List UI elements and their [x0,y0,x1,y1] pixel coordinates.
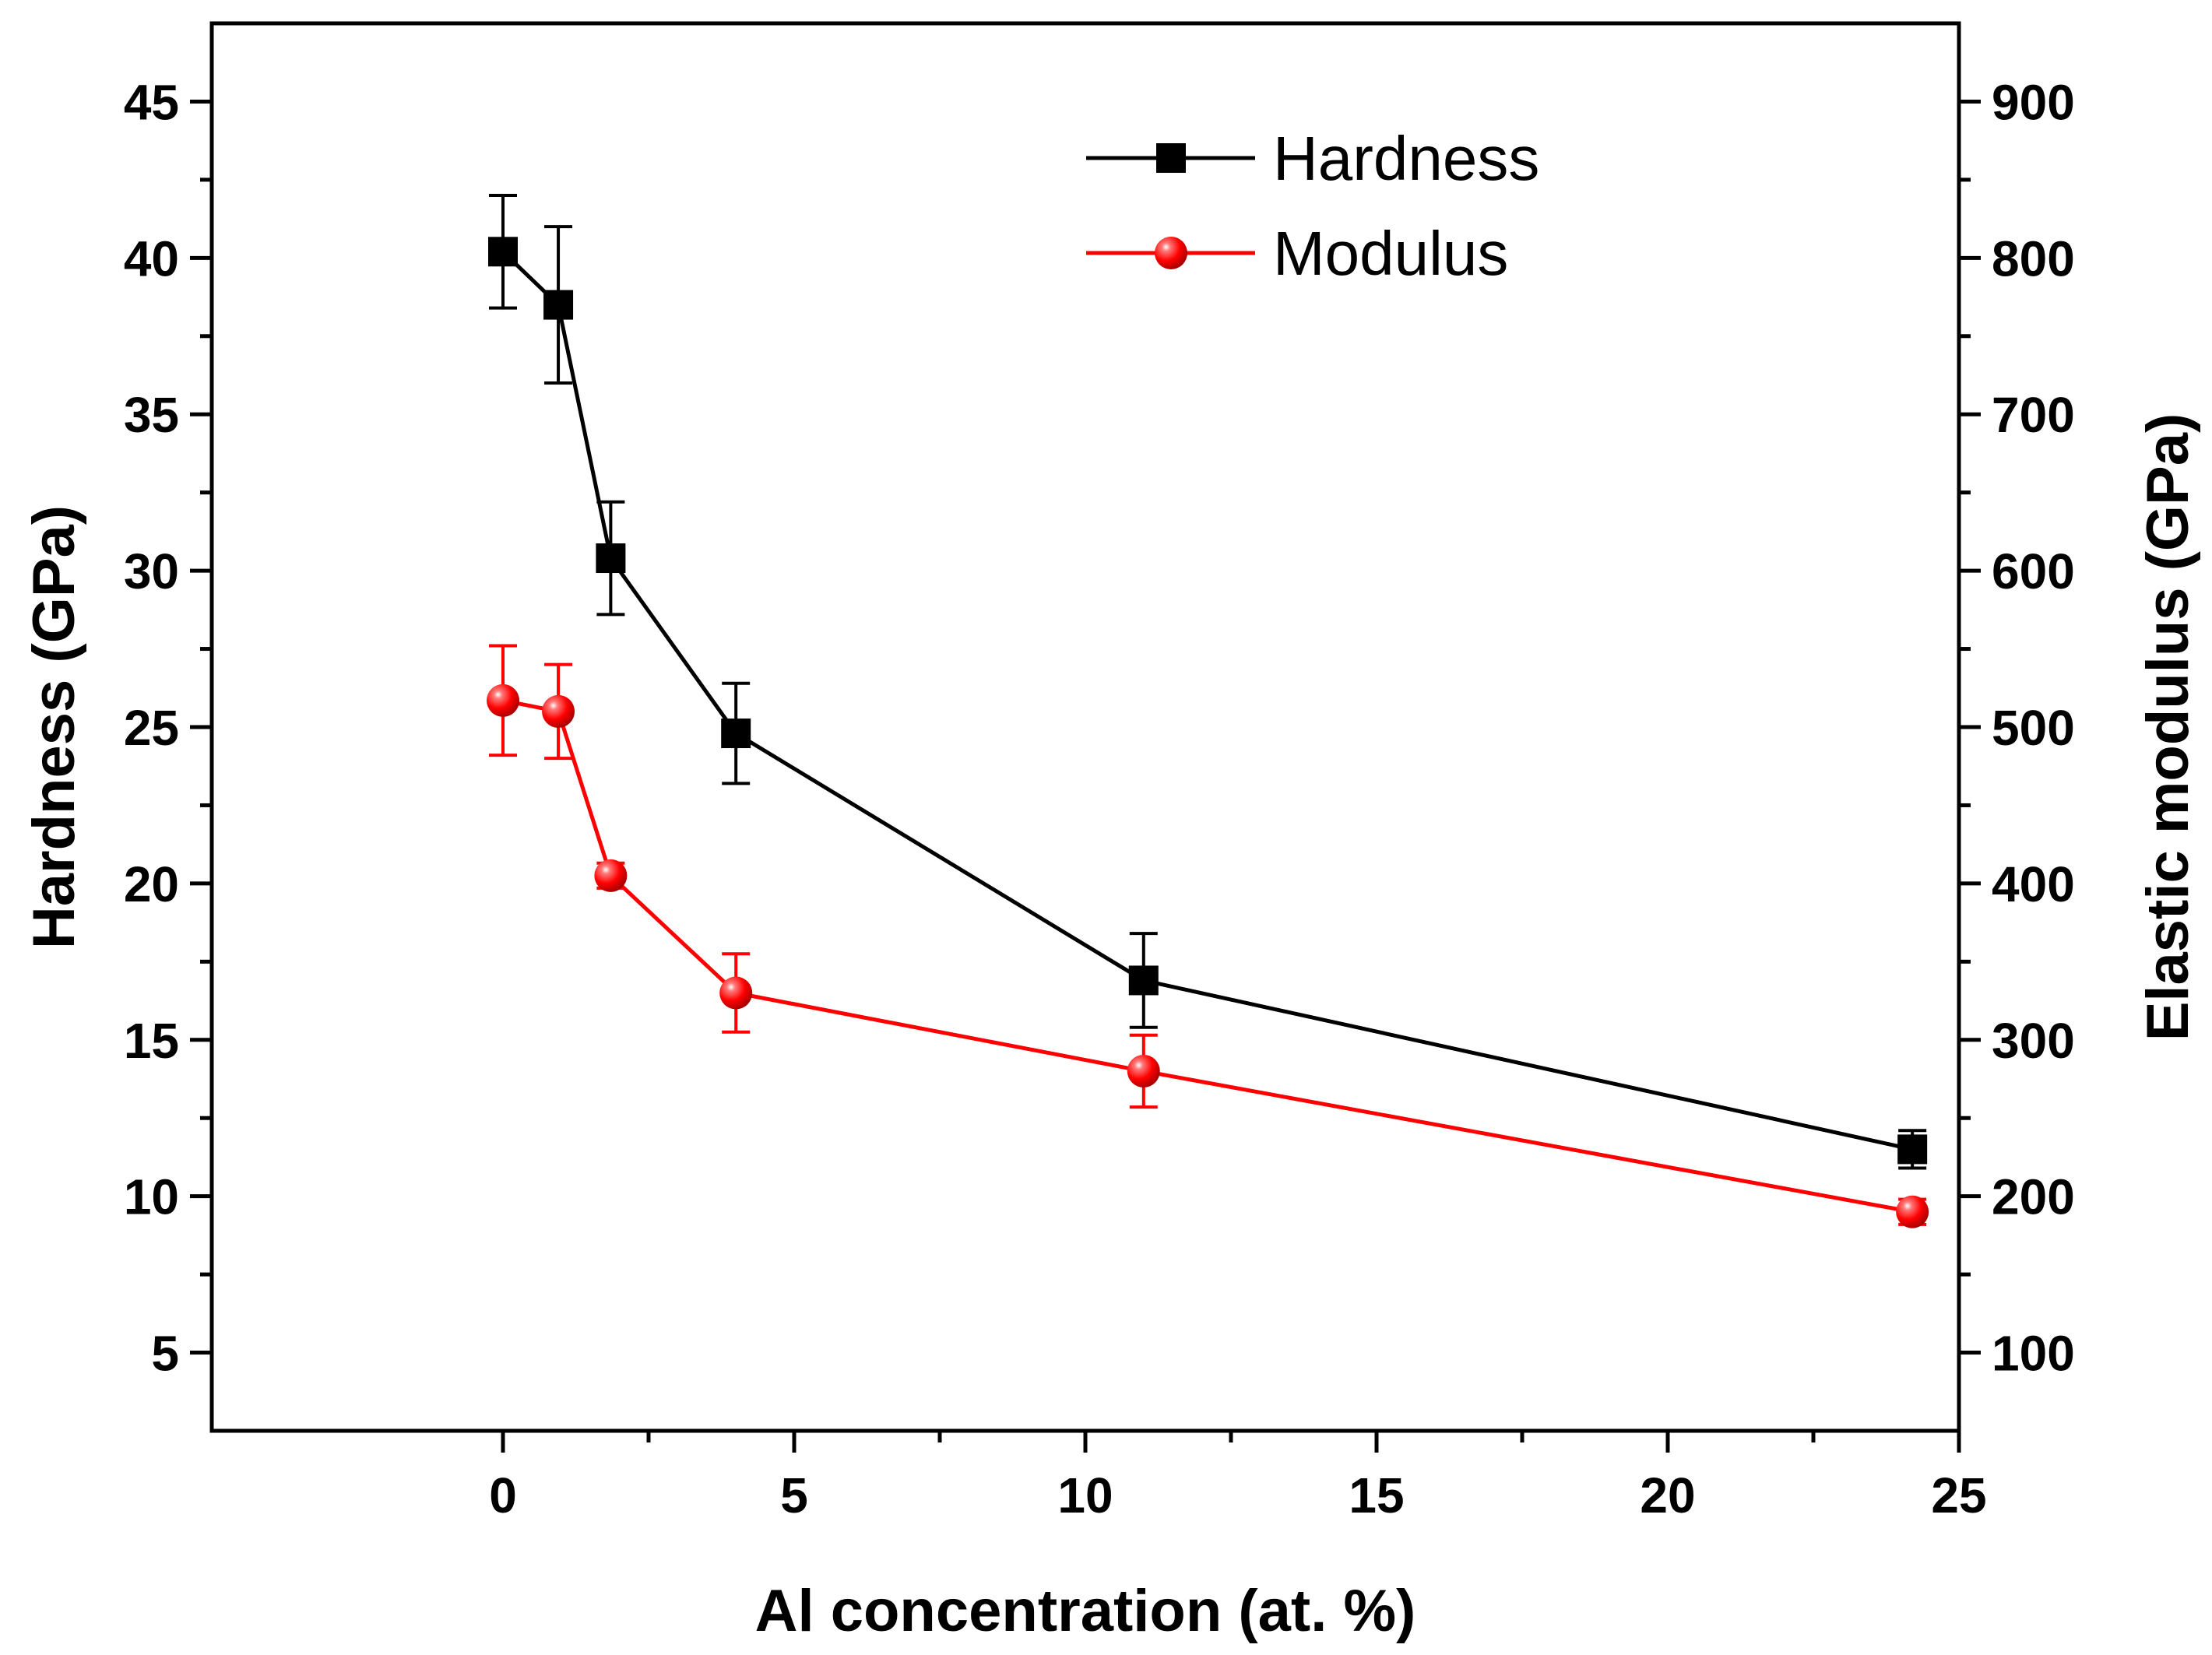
y-left-tick-label: 15 [124,1013,179,1069]
x-axis-title: Al concentration (at. %) [755,1578,1416,1644]
hardness-point [488,237,518,267]
x-tick-label: 25 [1931,1467,1986,1523]
x-tick-label: 0 [489,1467,517,1523]
y-left-tick-label: 45 [124,74,179,130]
y-left-tick-label: 5 [151,1326,179,1382]
y-left-tick-label: 20 [124,856,179,912]
hardness-point [721,719,751,749]
legend-modulus-label: Modulus [1273,219,1508,288]
modulus-point [487,683,519,717]
series-modulus [487,644,1929,1228]
plot-frame [209,21,1961,1433]
hardness-line [501,250,1913,1151]
y-right-tick-label: 200 [1992,1169,2075,1225]
x-tick-labels: 0 5 10 15 20 25 [489,1467,1986,1523]
x-tick-label: 10 [1057,1467,1113,1523]
y-right-tick-labels: 100 200 300 400 500 600 700 800 900 [1992,74,2075,1381]
modulus-point [1896,1195,1929,1228]
legend-hardness-label: Hardness [1273,124,1539,193]
modulus-point [542,694,575,728]
hardness-point [543,290,574,320]
series-hardness [488,193,1928,1170]
x-tick-label: 20 [1640,1467,1695,1523]
y-right-tick-label: 900 [1992,74,2075,130]
legend-modulus-marker [1155,237,1187,269]
modulus-line [502,698,1913,1214]
modulus-point [719,976,753,1010]
y-right-tick-label: 500 [1992,700,2075,756]
y-left-tick-label: 10 [124,1169,179,1225]
y-left-axis-title: Hardness (GPa) [21,505,87,949]
x-tick-label: 5 [780,1467,808,1523]
legend: Hardness Modulus [1086,124,1539,288]
y-right-axis-title: Elastic modulus (GPa) [2135,413,2201,1042]
y-left-tick-label: 30 [124,543,179,599]
y-left-tick-label: 25 [124,700,179,756]
modulus-point [594,859,628,892]
series-layer [487,193,1929,1228]
y-left-tick-label: 35 [124,387,179,443]
hardness-point [1128,965,1159,996]
y-right-tick-label: 700 [1992,387,2075,443]
hardness-point [596,543,626,574]
y-right-tick-label: 600 [1992,543,2075,599]
legend-hardness-marker [1156,143,1186,173]
y-left-tick-labels: 5 10 15 20 25 30 35 40 45 [124,74,179,1381]
axis-ticks [190,99,1981,1453]
x-tick-label: 15 [1349,1467,1404,1523]
hardness-point [1897,1134,1928,1165]
y-right-tick-label: 100 [1992,1326,2075,1382]
modulus-point [1127,1054,1160,1088]
y-right-tick-label: 800 [1992,230,2075,286]
y-right-tick-label: 300 [1992,1013,2075,1069]
y-left-tick-label: 40 [124,230,179,286]
y-right-tick-label: 400 [1992,856,2075,912]
